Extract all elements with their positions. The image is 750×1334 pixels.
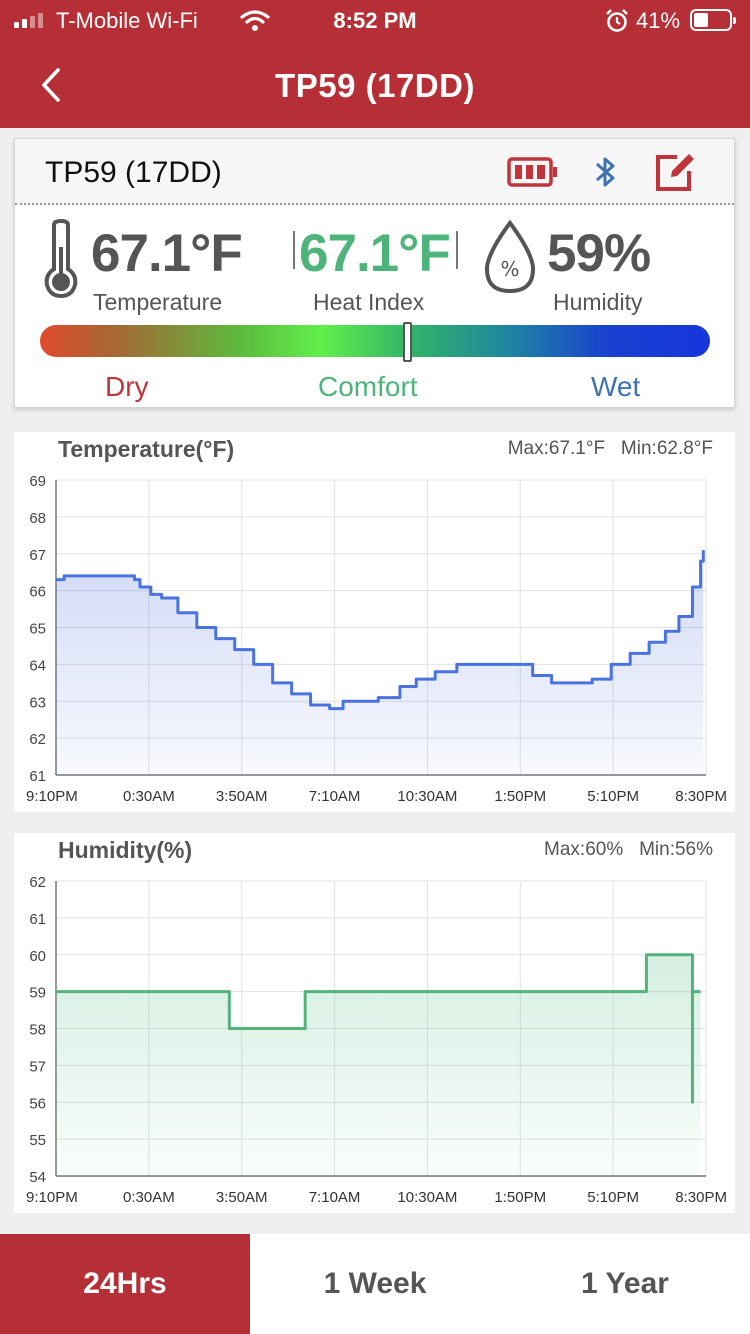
temperature-series-line (56, 550, 705, 711)
temperature-y-tick-label: 66 (29, 584, 46, 601)
humidity-y-tick-label: 62 (29, 874, 46, 891)
humidity-max-min: Max:60% Min:56% (544, 839, 713, 861)
temperature-x-tick-label: 1:50PM (494, 788, 546, 805)
carrier-label: T-Mobile Wi-Fi (56, 8, 198, 33)
humidity-chart-title: Humidity(%) (58, 837, 193, 863)
humidity-x-tick-label: 8:30PM (675, 1189, 727, 1206)
humidity-y-tick-label: 60 (29, 948, 46, 965)
temperature-value: 67.1°F (91, 224, 243, 283)
device-name: TP59 (17DD) (45, 156, 222, 189)
humidity-y-tick-label: 59 (29, 985, 46, 1002)
battery-percent: 41% (636, 8, 681, 33)
heat-index-label: Heat Index (313, 289, 425, 315)
tab-24hrs[interactable]: 24Hrs (0, 1234, 250, 1334)
cell-signal-icon (14, 12, 43, 28)
clock: 8:52 PM (333, 8, 417, 33)
temperature-x-tick-label: 9:10PM (26, 788, 78, 805)
svg-text:%: % (500, 257, 519, 281)
humidity-y-tick-label: 56 (29, 1095, 46, 1112)
temperature-y-tick-label: 62 (29, 731, 46, 748)
humidity-y-tick-label: 55 (29, 1132, 46, 1149)
humidity-x-tick-label: 0:30AM (123, 1189, 175, 1206)
device-card-header: TP59 (17DD) (15, 139, 734, 205)
temperature-label: Temperature (93, 289, 223, 315)
temperature-y-tick-label: 64 (29, 657, 46, 674)
range-tabs: 24Hrs 1 Week 1 Year (0, 1234, 750, 1334)
battery-status-icon (690, 9, 736, 31)
temperature-x-tick-label: 5:10PM (587, 788, 639, 805)
page-title: TP59 (17DD) (275, 67, 475, 104)
temperature-area (56, 550, 704, 775)
temperature-max-min: Max:67.1°F Min:62.8°F (508, 438, 713, 460)
zone-comfort-label: Comfort (318, 371, 418, 402)
temperature-y-tick-label: 63 (29, 694, 46, 711)
humidity-min: Min:56% (639, 839, 713, 860)
humidity-y-tick-label: 58 (29, 1022, 46, 1039)
humidity-area (56, 954, 701, 1176)
edit-icon[interactable] (653, 151, 697, 193)
temperature-y-tick-label: 65 (29, 621, 46, 638)
temperature-min: Min:62.8°F (620, 438, 713, 459)
humidity-x-tick-label: 3:50AM (216, 1189, 268, 1206)
zone-dry-label: Dry (105, 371, 149, 402)
humidity-max: Max:60% (544, 839, 624, 860)
humidity-x-tick-label: 5:10PM (587, 1189, 639, 1206)
temperature-y-tick-label: 61 (29, 768, 46, 785)
temperature-x-tick-label: 3:50AM (216, 788, 268, 805)
heat-index-divider-right (456, 231, 458, 269)
tab-1-week[interactable]: 1 Week (323, 1267, 427, 1300)
heat-index-value: 67.1°F (299, 224, 451, 283)
humidity-drop-icon: % (484, 219, 536, 294)
humidity-label: Humidity (553, 289, 643, 315)
thermometer-icon (44, 219, 78, 299)
humidity-x-tick-label: 9:10PM (26, 1189, 78, 1206)
humidity-x-tick-label: 7:10AM (309, 1189, 361, 1206)
temperature-y-tick-label: 69 (29, 473, 46, 490)
temperature-y-tick-label: 67 (29, 547, 46, 564)
humidity-y-tick-label: 57 (29, 1058, 46, 1075)
alarm-icon (606, 9, 628, 32)
humidity-x-tick-label: 1:50PM (494, 1189, 546, 1206)
temperature-chart-panel: Temperature(°F) Max:67.1°F Min:62.8°F 61… (14, 432, 735, 812)
heat-index-divider-left (293, 231, 295, 269)
temperature-x-tick-label: 0:30AM (123, 788, 175, 805)
temperature-chart-title: Temperature(°F) (58, 436, 235, 462)
device-card: TP59 (17DD) 67.1°F Temperature 67.1°F He… (14, 138, 735, 408)
humidity-x-tick-label: 10:30AM (397, 1189, 457, 1206)
comfort-gradient-bar (40, 325, 710, 357)
humidity-chart: 54 55 56 57 58 59 60 61 62 9:10PM 0:30AM 3:50AM 7:10… (26, 874, 727, 1206)
temperature-chart: 61 62 63 64 65 66 67 68 69 9:10PM 0:30AM 3:50AM 7:10… (26, 473, 727, 805)
wifi-icon (240, 10, 270, 31)
status-bar: T-Mobile Wi-Fi 8:52 PM 41% (0, 0, 750, 42)
humidity-chart-panel: Humidity(%) Max:60% Min:56% 54 55 56 57 58 59… (14, 833, 735, 1213)
tab-1-year[interactable]: 1 Year (581, 1267, 669, 1300)
bluetooth-icon[interactable] (593, 155, 619, 189)
temperature-max: Max:67.1°F (507, 438, 606, 459)
temperature-x-tick-label: 8:30PM (675, 788, 727, 805)
humidity-y-tick-label: 61 (29, 911, 46, 928)
humidity-series-line (56, 953, 701, 1104)
nav-bar: TP59 (17DD) (0, 42, 750, 128)
temperature-x-tick-label: 7:10AM (309, 788, 361, 805)
battery-icon (507, 157, 557, 187)
comfort-marker (402, 322, 412, 362)
humidity-value: 59% (547, 224, 651, 283)
humidity-y-tick-label: 54 (29, 1169, 46, 1186)
back-chevron-icon[interactable] (30, 62, 76, 108)
zone-wet-label: Wet (591, 371, 641, 402)
readings-row: 67.1°F Temperature 67.1°F Heat Index % 5… (15, 205, 734, 325)
temperature-x-tick-label: 10:30AM (397, 788, 457, 805)
temperature-y-tick-label: 68 (29, 510, 46, 527)
